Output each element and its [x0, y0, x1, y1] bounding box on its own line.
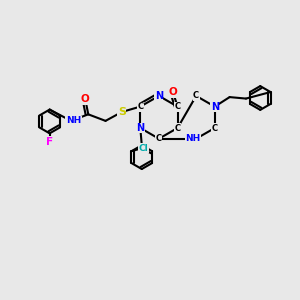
Text: C: C [137, 102, 143, 111]
Text: N: N [155, 91, 163, 101]
Text: C: C [175, 124, 181, 133]
Text: N: N [136, 123, 144, 133]
Text: C: C [156, 134, 162, 143]
Text: S: S [118, 107, 126, 117]
Text: C: C [193, 92, 199, 100]
Text: NH: NH [66, 116, 81, 125]
Text: Cl: Cl [139, 144, 148, 153]
Text: C: C [212, 124, 218, 133]
Text: N: N [211, 102, 219, 112]
Text: O: O [169, 87, 178, 97]
Text: C: C [175, 102, 181, 111]
Text: O: O [81, 94, 90, 104]
Text: NH: NH [185, 134, 200, 143]
Text: F: F [46, 137, 53, 147]
